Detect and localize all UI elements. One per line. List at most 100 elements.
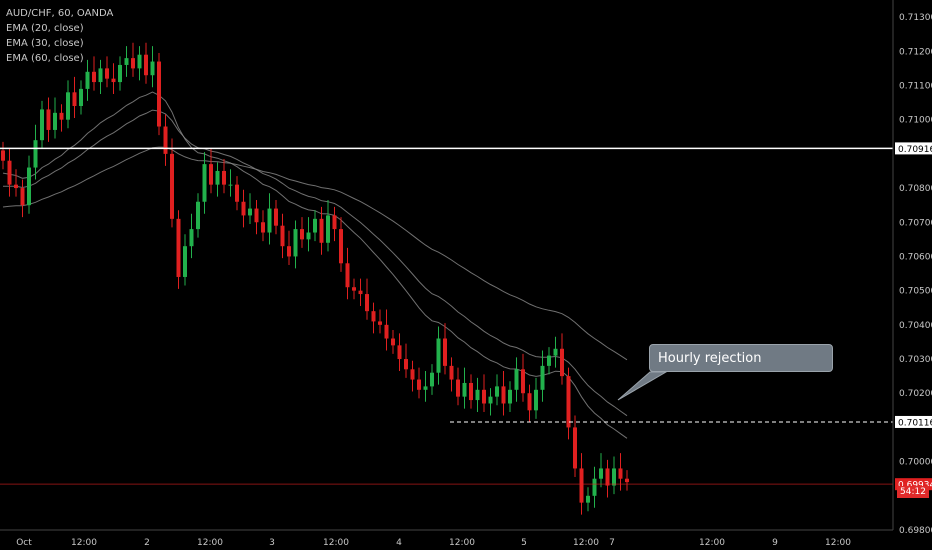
time-tick-label: 12:00	[71, 538, 97, 548]
candle	[300, 217, 304, 248]
symbol-title: AUD/CHF, 60, OANDA	[6, 8, 114, 19]
candle	[170, 138, 174, 228]
candle	[144, 42, 148, 84]
candle	[189, 213, 194, 259]
candle	[248, 193, 252, 224]
candle	[20, 179, 25, 218]
candle	[443, 323, 447, 375]
candle	[365, 278, 369, 320]
candle	[358, 278, 363, 307]
candle	[449, 357, 454, 392]
candle	[547, 347, 551, 375]
time-tick-label: 5	[521, 538, 527, 548]
level-last-label: 0.69934	[898, 481, 932, 491]
candle	[423, 371, 428, 402]
candle	[326, 200, 330, 252]
time-tick-label: 12:00	[699, 538, 725, 548]
candle	[482, 374, 486, 413]
candle	[46, 97, 51, 142]
candle	[40, 100, 44, 149]
candle	[313, 210, 317, 242]
candle	[131, 42, 135, 77]
hourly-rejection-callout[interactable]: Hourly rejection	[649, 344, 833, 372]
candle	[111, 63, 116, 95]
candle	[157, 53, 161, 136]
candle	[397, 333, 402, 371]
candle	[274, 200, 278, 235]
candle	[384, 309, 389, 351]
candle	[618, 453, 623, 491]
candle	[92, 56, 96, 91]
time-axis: Oct 12:00 2 12:00 3 12:00 4 12:00 5 12:00 7 12:00 9 1…	[16, 538, 851, 548]
candle	[105, 56, 109, 88]
ema-60-label[interactable]: EMA (60, close)	[6, 53, 84, 64]
level-rejection-tag	[895, 415, 932, 428]
candle	[521, 353, 525, 402]
candle	[605, 459, 610, 498]
price-tick-label: 0.69800	[899, 526, 932, 536]
candle	[456, 367, 460, 406]
candle	[267, 193, 272, 245]
ema-lines	[2, 91, 628, 439]
time-tick-label: 9	[772, 538, 778, 548]
candle	[293, 220, 298, 269]
time-tick-label: 12:00	[449, 538, 475, 548]
candle	[573, 415, 577, 477]
candle	[612, 456, 616, 495]
candle	[469, 374, 473, 409]
candle	[378, 309, 382, 334]
candle	[209, 148, 213, 194]
time-tick-label: Oct	[16, 538, 32, 548]
candle	[254, 200, 259, 235]
candle	[235, 176, 239, 211]
candle	[163, 114, 168, 166]
candle	[495, 374, 499, 406]
time-tick-label: 12:00	[323, 538, 349, 548]
callout-pointer	[617, 371, 668, 401]
candle	[124, 46, 129, 77]
bar-countdown: 54:12	[897, 486, 929, 498]
time-tick-label: 12:00	[573, 538, 599, 548]
candle	[27, 155, 31, 214]
candle	[540, 350, 545, 402]
candle	[417, 367, 421, 399]
candle	[53, 97, 57, 139]
ema-30-line	[2, 109, 628, 417]
candle	[222, 159, 226, 194]
candle	[14, 169, 18, 197]
candle	[345, 247, 350, 300]
time-tick-label: 4	[396, 538, 402, 548]
candle	[59, 104, 64, 132]
candle	[371, 302, 376, 334]
candle	[150, 46, 155, 88]
candle	[404, 343, 408, 378]
candle	[566, 367, 571, 440]
candle	[430, 364, 434, 395]
candle	[475, 377, 480, 413]
candle	[261, 210, 265, 242]
time-tick-label: 2	[144, 538, 150, 548]
candle	[488, 388, 493, 416]
candle	[72, 76, 77, 118]
candle	[586, 487, 590, 512]
candle	[137, 46, 142, 81]
candle	[79, 80, 83, 115]
candle	[7, 148, 12, 197]
candle	[332, 206, 337, 242]
candles	[1, 42, 629, 515]
candle	[508, 381, 512, 413]
candle	[592, 466, 597, 508]
candle	[228, 169, 233, 197]
ema-30-label[interactable]: EMA (30, close)	[6, 38, 84, 49]
ema-20-label[interactable]: EMA (20, close)	[6, 23, 84, 34]
level-support-tag	[895, 142, 932, 155]
